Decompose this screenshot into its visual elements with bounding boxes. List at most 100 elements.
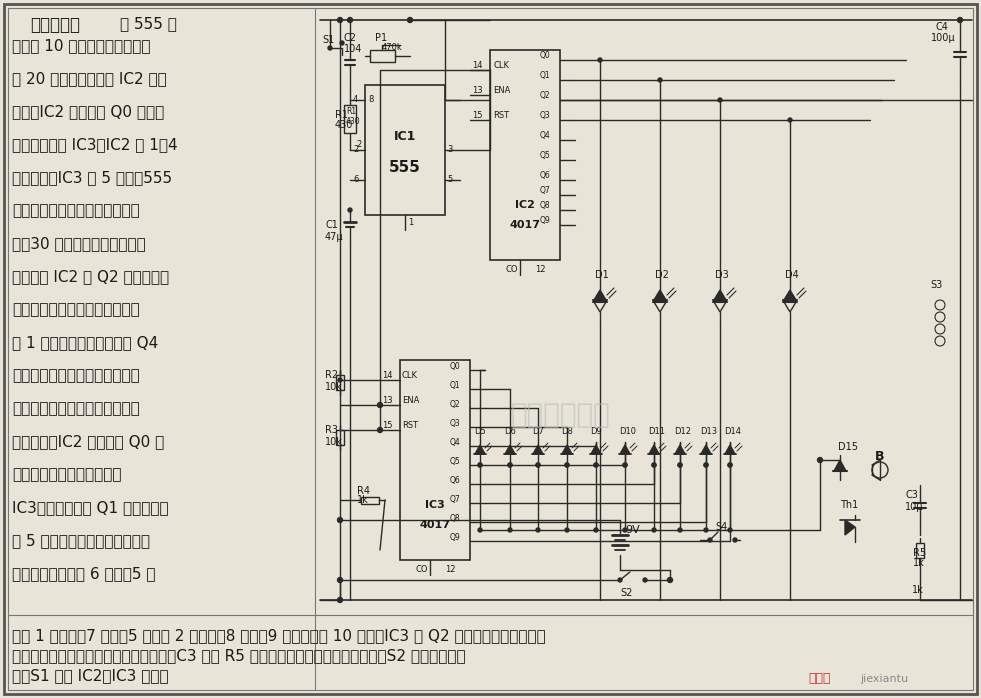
Text: 4017: 4017 <box>420 520 450 530</box>
Circle shape <box>643 578 647 582</box>
Text: CO: CO <box>415 565 428 574</box>
Text: 4017: 4017 <box>509 220 541 230</box>
Text: IC3: IC3 <box>425 500 444 510</box>
Polygon shape <box>562 445 572 454</box>
Polygon shape <box>725 445 735 454</box>
Polygon shape <box>834 460 846 471</box>
Text: Q7: Q7 <box>540 186 550 195</box>
Text: CLK: CLK <box>493 61 509 70</box>
Circle shape <box>478 463 482 467</box>
Text: 分钟计时，IC3 满 5 计时。555: 分钟计时，IC3 满 5 计时。555 <box>12 170 172 185</box>
Text: Q8: Q8 <box>450 514 461 523</box>
Text: Q0: Q0 <box>450 362 461 371</box>
Polygon shape <box>701 445 711 454</box>
Circle shape <box>478 528 482 532</box>
Circle shape <box>594 528 598 532</box>
Text: R5: R5 <box>913 548 926 558</box>
Text: 示 1 分钟已经过去。输出端 Q4: 示 1 分钟已经过去。输出端 Q4 <box>12 335 158 350</box>
Text: CO: CO <box>505 265 518 274</box>
Text: Q1: Q1 <box>540 71 550 80</box>
Text: S4: S4 <box>715 522 727 532</box>
Text: B: B <box>875 450 885 463</box>
Circle shape <box>565 463 569 467</box>
Text: 13: 13 <box>382 396 392 405</box>
Circle shape <box>508 463 512 467</box>
Circle shape <box>337 517 342 523</box>
Circle shape <box>704 463 708 467</box>
Text: Q8: Q8 <box>540 201 550 210</box>
Text: 104: 104 <box>344 44 362 54</box>
Text: 8: 8 <box>368 95 374 104</box>
Text: Th1: Th1 <box>840 500 858 510</box>
Circle shape <box>337 577 342 583</box>
Text: C2: C2 <box>344 33 357 43</box>
Circle shape <box>340 41 344 45</box>
Text: Q3: Q3 <box>450 419 461 428</box>
Text: R4: R4 <box>357 486 370 496</box>
Text: 555: 555 <box>389 160 421 175</box>
Circle shape <box>623 463 627 467</box>
Circle shape <box>536 528 540 532</box>
Text: D7: D7 <box>532 427 543 436</box>
Circle shape <box>378 427 383 433</box>
Text: 第一个双色发光二极管点亮，指: 第一个双色发光二极管点亮，指 <box>12 302 139 317</box>
Text: 6: 6 <box>353 175 358 184</box>
Bar <box>365 85 445 215</box>
Text: Q4: Q4 <box>540 131 550 140</box>
Text: 12: 12 <box>445 565 455 574</box>
Text: Q5: Q5 <box>540 151 550 160</box>
Circle shape <box>508 463 512 467</box>
Text: 在 5 分钟处的二极管亮。再次双: 在 5 分钟处的二极管亮。再次双 <box>12 533 150 548</box>
Polygon shape <box>620 445 630 454</box>
Circle shape <box>728 528 732 532</box>
Text: 470k: 470k <box>382 43 403 52</box>
Text: 烹调定时器: 烹调定时器 <box>30 16 80 34</box>
Text: Q3: Q3 <box>540 111 550 120</box>
Text: 低　30 秒后，另一个时钟脉冲: 低 30 秒后，另一个时钟脉冲 <box>12 236 146 251</box>
Polygon shape <box>649 445 659 454</box>
Text: 2: 2 <box>353 145 358 154</box>
Circle shape <box>652 463 656 467</box>
Text: 钟加 1 分钟）、7 分钟（5 分钟加 2 分钟）、8 分钟、9 分钟。在第 10 分钟，IC3 的 Q2 位置的第二个发光二极: 钟加 1 分钟）、7 分钟（5 分钟加 2 分钟）、8 分钟、9 分钟。在第 1… <box>12 628 545 643</box>
Text: 到达，使 IC2 的 Q2 变高，这使: 到达，使 IC2 的 Q2 变高，这使 <box>12 269 169 284</box>
Text: RST: RST <box>402 421 418 430</box>
Text: Q2: Q2 <box>450 400 461 409</box>
Text: D2: D2 <box>655 270 669 280</box>
Text: 脉冲。IC2 的输出端 Q0 端接到: 脉冲。IC2 的输出端 Q0 端接到 <box>12 104 164 119</box>
Circle shape <box>478 463 482 467</box>
Text: 音。S1 可使 IC2、IC3 复位。: 音。S1 可使 IC2、IC3 复位。 <box>12 668 169 683</box>
Circle shape <box>678 463 682 467</box>
Text: 脉冲过后，IC2 的输出端 Q0 又: 脉冲过后，IC2 的输出端 Q0 又 <box>12 434 164 449</box>
Text: R3: R3 <box>325 425 338 435</box>
Circle shape <box>536 463 540 467</box>
Circle shape <box>348 208 352 212</box>
Circle shape <box>817 457 822 463</box>
Text: IC3，使其输出端 Q1 变高，这使: IC3，使其输出端 Q1 变高，这使 <box>12 500 169 515</box>
Text: Q2: Q2 <box>540 91 550 100</box>
Text: 为 20 秒的振荡信号给 IC2 提供: 为 20 秒的振荡信号给 IC2 提供 <box>12 71 167 86</box>
Text: D5: D5 <box>474 427 486 436</box>
Text: D10: D10 <box>619 427 636 436</box>
Text: 变高，由低到高的脉冲驱动: 变高，由低到高的脉冲驱动 <box>12 467 122 482</box>
Circle shape <box>704 463 708 467</box>
Bar <box>361 496 379 503</box>
Circle shape <box>594 463 598 467</box>
Text: C4: C4 <box>935 22 948 32</box>
Circle shape <box>594 463 598 467</box>
Text: 1k: 1k <box>357 495 369 505</box>
Bar <box>370 50 395 62</box>
Polygon shape <box>654 290 666 300</box>
Text: 10k: 10k <box>325 437 343 447</box>
Bar <box>336 375 344 390</box>
Circle shape <box>708 538 712 542</box>
Text: 10μ: 10μ <box>905 502 923 512</box>
Text: R2: R2 <box>325 370 338 380</box>
Text: CLK: CLK <box>402 371 418 380</box>
Circle shape <box>407 17 412 22</box>
Circle shape <box>658 78 662 82</box>
Text: IC2: IC2 <box>515 200 535 210</box>
Text: 100μ: 100μ <box>931 33 955 43</box>
Text: 2: 2 <box>356 140 361 149</box>
Text: 1: 1 <box>408 218 413 227</box>
Text: P1: P1 <box>375 33 387 43</box>
